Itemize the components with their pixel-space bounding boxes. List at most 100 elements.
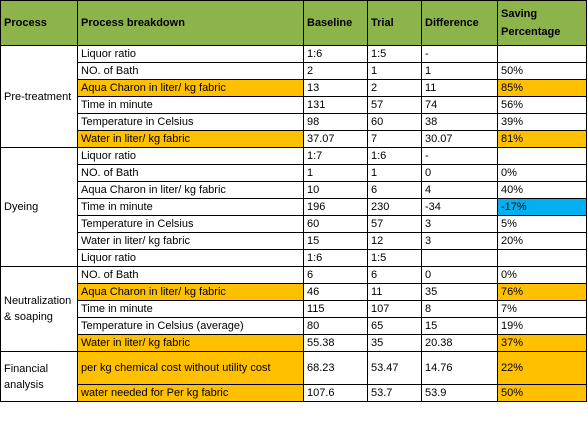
header-process: Process — [0, 0, 78, 46]
saving-cell: 19% — [497, 317, 587, 335]
baseline-cell: 15 — [303, 232, 368, 250]
process-name-cell: Financial analysis — [0, 351, 78, 402]
saving-cell: -17% — [497, 198, 587, 216]
difference-cell: 30.07 — [421, 130, 498, 148]
baseline-cell: 107.6 — [303, 384, 368, 402]
table-row: Temperature in Celsius (average) 80 65 15 19… — [1, 317, 587, 335]
trial-cell: 35 — [367, 334, 422, 352]
trial-cell: 57 — [367, 96, 422, 114]
saving-cell: 5% — [497, 215, 587, 233]
breakdown-cell: Time in minute — [77, 300, 304, 318]
saving-cell: 40% — [497, 181, 587, 199]
difference-cell: 20.38 — [421, 334, 498, 352]
baseline-cell: 55.38 — [303, 334, 368, 352]
saving-cell: 39% — [497, 113, 587, 131]
breakdown-cell: Temperature in Celsius (average) — [77, 317, 304, 335]
breakdown-cell: Time in minute — [77, 198, 304, 216]
table-row: NO. of Bath 2 1 1 50% — [1, 62, 587, 80]
table-row: Temperature in Celsius 60 57 3 5% — [1, 215, 587, 233]
process-name-cell: Pre-treatment — [0, 45, 78, 148]
baseline-cell: 10 — [303, 181, 368, 199]
difference-cell: 1 — [421, 62, 498, 80]
trial-cell: 107 — [367, 300, 422, 318]
trial-cell: 53.47 — [367, 351, 422, 385]
baseline-cell: 60 — [303, 215, 368, 233]
baseline-cell: 68.23 — [303, 351, 368, 385]
baseline-cell: 80 — [303, 317, 368, 335]
saving-cell: 0% — [497, 266, 587, 284]
table-row: Pre-treatment Liquor ratio 1:6 1:5- — [0, 45, 587, 148]
trial-cell: 1:5 — [367, 45, 422, 63]
difference-cell: 8 — [421, 300, 498, 318]
saving-cell: 37% — [497, 334, 587, 352]
header-trial: Trial — [367, 0, 422, 46]
trial-cell: 1 — [367, 164, 422, 182]
saving-cell: 0% — [497, 164, 587, 182]
saving-cell: 81% — [497, 130, 587, 148]
saving-cell: 85% — [497, 79, 587, 97]
process-name-cell: Neutralization & soaping — [0, 266, 78, 352]
trial-cell: 12 — [367, 232, 422, 250]
table-row: Water in liter/ kg fabric 55.38 35 20.38 37% — [1, 334, 587, 352]
breakdown-cell: Aqua Charon in liter/ kg fabric — [77, 283, 304, 301]
saving-cell — [497, 147, 587, 165]
breakdown-cell: Water in liter/ kg fabric — [77, 334, 304, 352]
table-row: Water in liter/ kg fabric 15 12 3 20% — [1, 232, 587, 250]
breakdown-cell: Water in liter/ kg fabric — [77, 130, 304, 148]
difference-cell: -34 — [421, 198, 498, 216]
saving-cell: 7% — [497, 300, 587, 318]
breakdown-cell: per kg chemical cost without utility cos… — [77, 351, 304, 385]
breakdown-cell: Liquor ratio — [77, 249, 304, 267]
baseline-cell: 6 — [303, 266, 368, 284]
breakdown-cell: Aqua Charon in liter/ kg fabric — [77, 181, 304, 199]
difference-cell: 35 — [421, 283, 498, 301]
breakdown-cell: Aqua Charon in liter/ kg fabric — [77, 79, 304, 97]
baseline-cell: 98 — [303, 113, 368, 131]
saving-cell — [497, 45, 587, 63]
trial-cell: 53.7 — [367, 384, 422, 402]
difference-cell: 0 — [421, 266, 498, 284]
table-row: Aqua Charon in liter/ kg fabric 46 11 35 76% — [1, 283, 587, 301]
trial-cell: 65 — [367, 317, 422, 335]
breakdown-cell: water needed for Per kg fabric — [77, 384, 304, 402]
difference-cell: 53.9 — [421, 384, 498, 402]
saving-cell: 76% — [497, 283, 587, 301]
saving-cell: 50% — [497, 62, 587, 80]
baseline-cell: 1 — [303, 164, 368, 182]
baseline-cell: 115 — [303, 300, 368, 318]
baseline-cell: 196 — [303, 198, 368, 216]
breakdown-cell: NO. of Bath — [77, 164, 304, 182]
header-row: Process Process breakdown Baseline Trial… — [0, 0, 587, 46]
trial-cell: 2 — [367, 79, 422, 97]
difference-cell: 3 — [421, 232, 498, 250]
trial-cell: 11 — [367, 283, 422, 301]
baseline-cell: 1:6 — [303, 249, 368, 267]
difference-cell: 15 — [421, 317, 498, 335]
table-row: Temperature in Celsius 98 60 38 39% — [1, 113, 587, 131]
difference-cell: - — [421, 147, 498, 165]
difference-cell — [421, 249, 498, 267]
baseline-cell: 131 — [303, 96, 368, 114]
table-row: Neutralization & soaping NO. of Bath 6 6 0 0% — [0, 266, 587, 352]
breakdown-cell: Temperature in Celsius — [77, 113, 304, 131]
trial-cell: 1 — [367, 62, 422, 80]
header-saving-percentage: Saving Percentage — [497, 0, 587, 46]
breakdown-cell: NO. of Bath — [77, 62, 304, 80]
trial-cell: 230 — [367, 198, 422, 216]
difference-cell: 3 — [421, 215, 498, 233]
saving-cell: 22% — [497, 351, 587, 385]
difference-cell: 4 — [421, 181, 498, 199]
table-row: Water in liter/ kg fabric 37.07 7 30.07 81% — [1, 130, 587, 148]
trial-cell: 60 — [367, 113, 422, 131]
header-baseline: Baseline — [303, 0, 368, 46]
header-difference: Difference — [421, 0, 498, 46]
table-header: Process Process breakdown Baseline Trial… — [0, 0, 587, 46]
process-name-cell: Dyeing — [0, 147, 78, 267]
header-process-breakdown: Process breakdown — [77, 0, 304, 46]
trial-cell: 1:5 — [367, 249, 422, 267]
comparison-table: Process Process breakdown Baseline Trial… — [0, 0, 587, 402]
difference-cell: 38 — [421, 113, 498, 131]
table-row: Dyeing Liquor ratio 1:7 1:6- — [0, 147, 587, 267]
table-row: Financial analysis per kg chemical cost w… — [0, 351, 587, 402]
breakdown-cell: NO. of Bath — [77, 266, 304, 284]
